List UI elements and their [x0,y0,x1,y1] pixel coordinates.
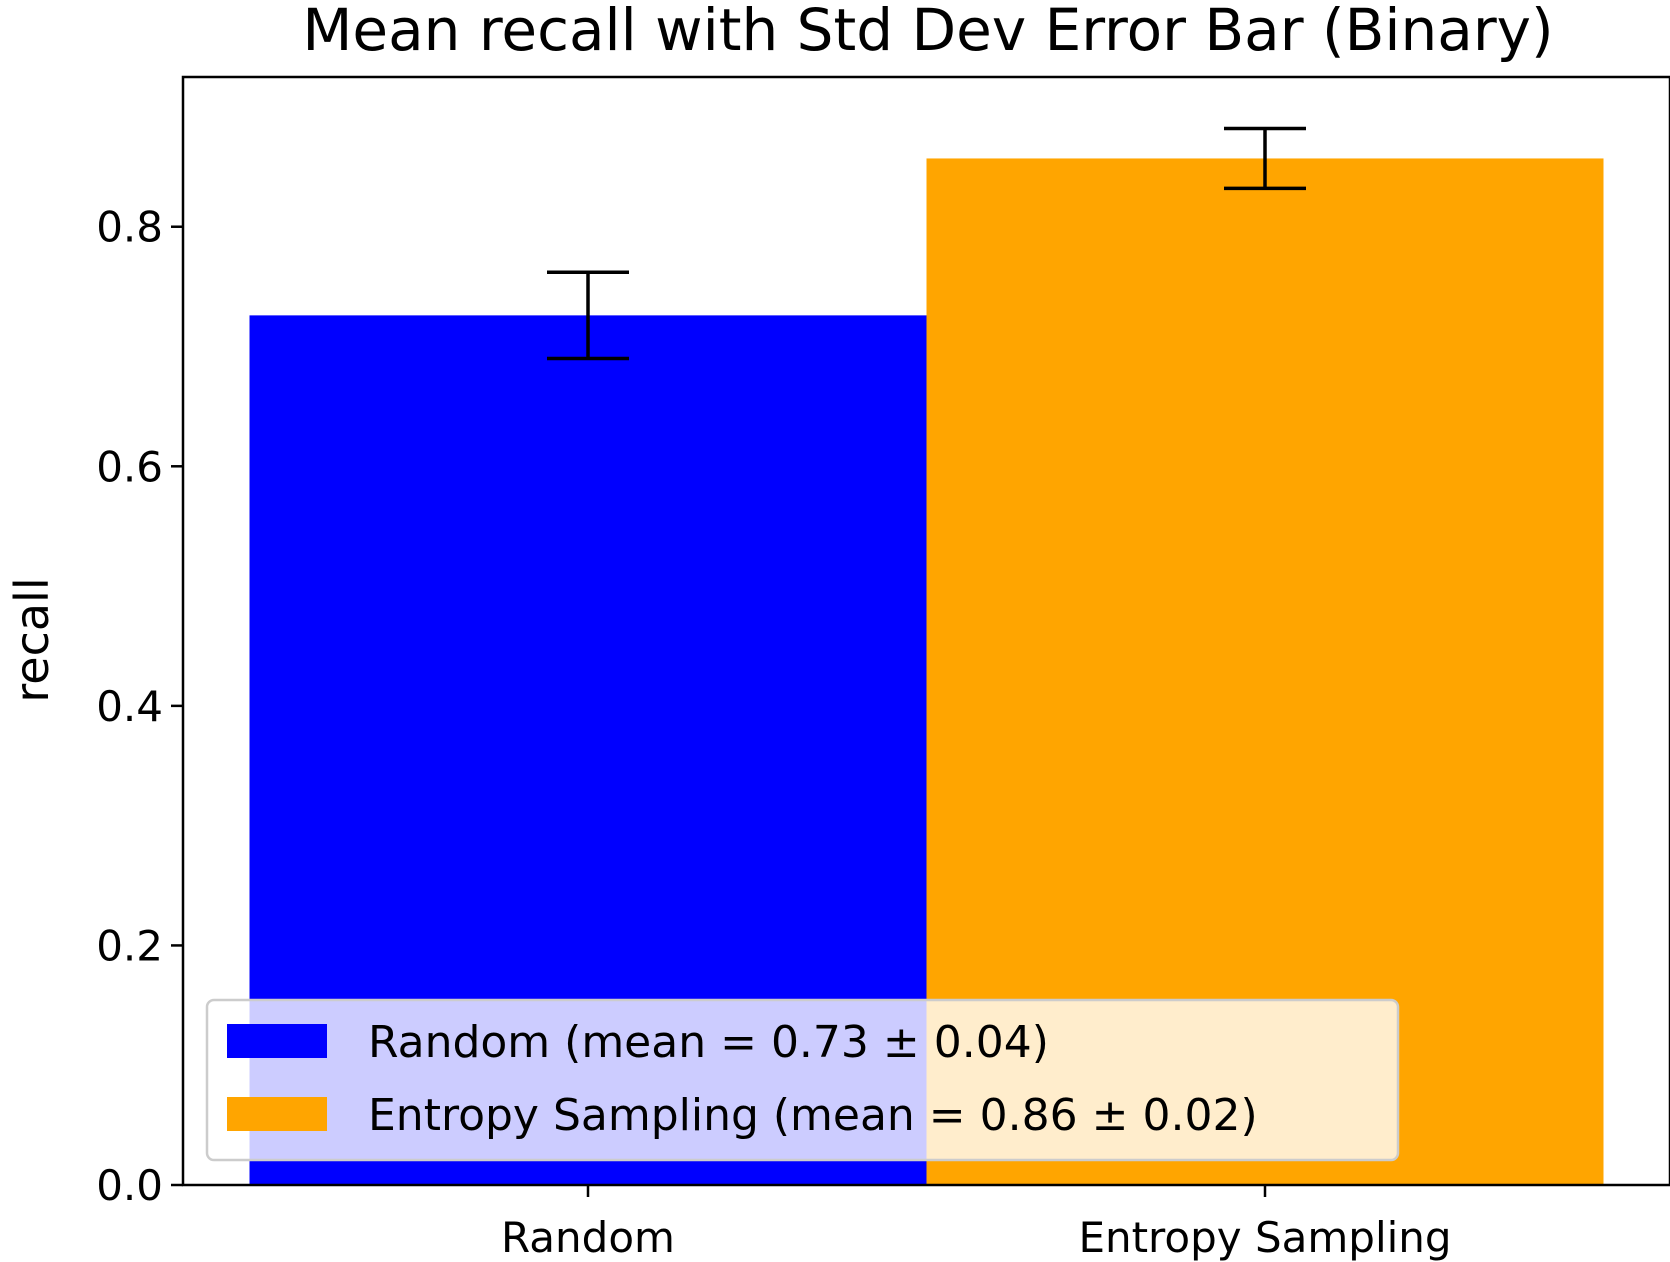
x-tick-label-random: Random [501,1213,675,1262]
legend-swatch-1 [227,1097,327,1131]
x-tick-label-entropy-sampling: Entropy Sampling [1078,1213,1451,1262]
legend-label-1: Entropy Sampling (mean = 0.86 ± 0.02) [368,1090,1258,1141]
y-tick-label-2: 0.4 [96,682,163,731]
legend-box [205,998,1400,1162]
y-tick-label-0: 0.0 [96,1161,163,1210]
y-tick-label-3: 0.6 [96,442,163,491]
chart-title: Mean recall with Std Dev Error Bar (Bina… [302,0,1553,64]
y-tick-label-4: 0.8 [96,203,163,252]
y-tick-label-1: 0.2 [96,921,163,970]
error-bars-group [547,126,1306,361]
legend-swatch-0 [227,1024,327,1058]
legend: Random (mean = 0.73 ± 0.04) Entropy Sampl… [205,998,1400,1162]
legend-label-0: Random (mean = 0.73 ± 0.04) [368,1017,1049,1068]
plot-frame [181,75,1670,1187]
y-axis-ticks: 0.0 0.2 0.4 0.6 0.8 [96,203,183,1210]
x-axis-ticks: Random Entropy Sampling [501,1185,1452,1262]
y-axis-label: recall [5,577,59,702]
